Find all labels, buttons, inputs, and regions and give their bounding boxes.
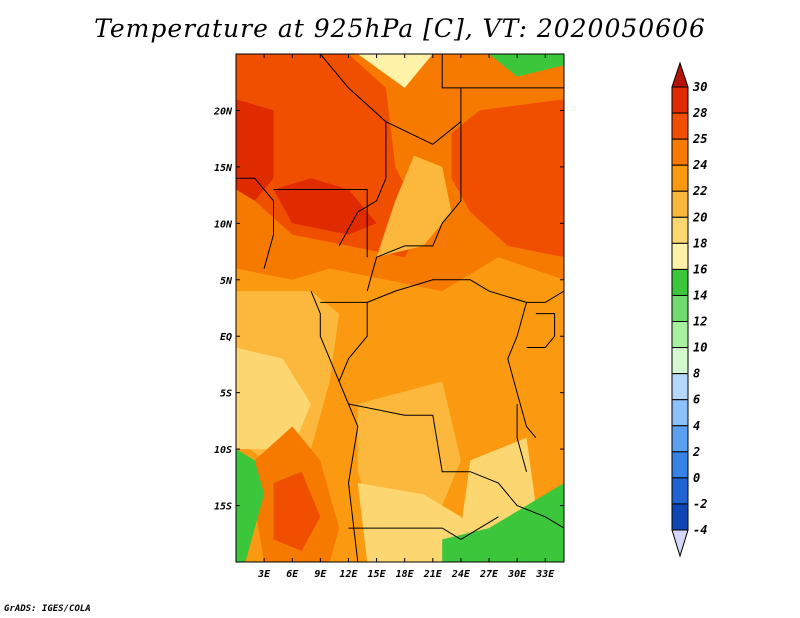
temperature-region-5 (273, 178, 377, 235)
colorbar-segment (671, 268, 689, 296)
temperature-region-4 (236, 99, 274, 201)
y-tick-label: 15N (214, 163, 233, 174)
colorbar-segment (671, 164, 689, 192)
y-tick-label: 5S (220, 389, 232, 400)
colorbar-segment (671, 321, 689, 349)
x-tick-label: 9E (314, 569, 327, 580)
map-frame (235, 53, 565, 563)
grads-credit: GrADS: IGES/COLA (4, 604, 91, 614)
colorbar-segment (671, 425, 689, 453)
colorbar-segment (671, 216, 689, 244)
x-tick-label: 30E (507, 569, 527, 580)
colorbar-segment (671, 347, 689, 375)
y-tick-label: 20N (213, 106, 233, 117)
colorbar-label: 10 (693, 341, 707, 355)
x-tick-label: 12E (339, 569, 358, 580)
colorbar-segment (671, 503, 689, 531)
temperature-region-17 (357, 54, 433, 88)
colorbar-label: 20 (692, 210, 707, 224)
y-tick-label: 5N (220, 276, 233, 287)
colorbar-segment (671, 477, 689, 505)
boundary-line-14 (516, 404, 527, 472)
temperature-region-2 (236, 54, 424, 258)
colorbar-label: 24 (692, 158, 707, 172)
boundary-line-1 (385, 87, 564, 145)
colorbar-segment (671, 399, 689, 427)
x-tick-label: 21E (423, 569, 443, 580)
colorbar-label: 12 (693, 315, 707, 329)
x-tick-label: 27E (479, 569, 499, 580)
colorbar-label: 8 (693, 367, 700, 381)
boundary-line-9 (348, 516, 499, 540)
colorbar-label: 16 (693, 262, 707, 276)
colorbar-label: 22 (692, 184, 707, 198)
y-tick-label: 10N (214, 219, 233, 230)
x-tick-label: 6E (286, 569, 299, 580)
boundary-line-6 (367, 279, 527, 303)
temperature-region-15 (442, 483, 564, 562)
colorbar-top-arrow (671, 61, 689, 88)
boundary-line-11 (441, 54, 461, 89)
y-tick-label: 15S (214, 502, 232, 513)
x-tick-label: 18E (396, 569, 415, 580)
y-tick-label: 10S (214, 445, 232, 456)
colorbar-segment (671, 451, 689, 479)
colorbar-label: 30 (692, 80, 707, 94)
colorbar-label: -2 (693, 497, 707, 511)
boundary-line-0 (319, 54, 387, 247)
colorbar-label: -4 (693, 523, 707, 537)
colorbar-bottom-arrow (671, 529, 689, 558)
colorbar-label: 18 (693, 236, 707, 250)
boundary-line-13 (526, 313, 556, 348)
colorbar-label: 0 (693, 471, 700, 485)
x-axis-ticks: 3E 6E 9E 12E 15E 18E 21E 24E 27E 30E 33E (257, 54, 555, 580)
map-plot-area (236, 54, 564, 562)
x-tick-label: 33E (535, 569, 555, 580)
x-tick-label: 24E (451, 569, 471, 580)
colorbar-label: 4 (693, 419, 700, 433)
boundary-line-7 (507, 302, 537, 439)
colorbar-segment (671, 112, 689, 140)
temperature-region-3 (451, 99, 564, 258)
boundary-line-3 (273, 189, 368, 258)
boundary-line-2 (366, 121, 462, 292)
y-tick-label: EQ (220, 332, 232, 343)
colorbar-label: 6 (693, 393, 700, 407)
chart-title: Temperature at 925hPa [C], VT: 202005060… (94, 14, 706, 43)
colorbar-segment (671, 294, 689, 323)
country-boundaries (236, 54, 564, 562)
colorbar-label: 28 (692, 106, 707, 120)
colorbar-label: 2 (692, 445, 700, 459)
colorbar-segment (671, 242, 689, 270)
boundary-line-5 (320, 301, 368, 382)
colorbar-segment (671, 373, 689, 401)
x-tick-label: 3E (257, 569, 271, 580)
temperature-region-16 (489, 54, 564, 77)
temperature-region-13 (273, 471, 321, 551)
colorbar-label: 14 (693, 288, 707, 302)
colorbar-label: 25 (692, 132, 707, 146)
temperature-region-14 (236, 449, 265, 562)
colorbar-segment (671, 86, 689, 114)
boundary-line-10 (310, 290, 359, 562)
temperature-region-9 (236, 347, 311, 450)
x-tick-label: 15E (368, 569, 387, 580)
colorbar-segment (671, 190, 689, 218)
boundary-line-12 (526, 290, 564, 303)
colorbar-segment (671, 138, 689, 166)
temperature-region-8 (376, 155, 452, 258)
boundary-line-8 (348, 403, 564, 529)
y-axis-ticks: 20N 15N 10N 5N EQ 5S 10S 15S (213, 106, 564, 513)
boundary-line-4 (236, 177, 274, 269)
